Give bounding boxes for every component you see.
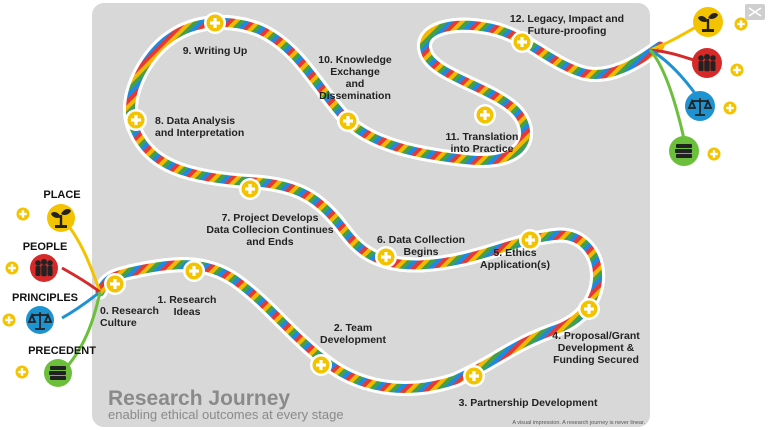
stage-label-line: 12. Legacy, Impact and — [510, 13, 624, 25]
footnote: A visual impression. A research journey … — [512, 420, 645, 426]
stage-label-line: Funding Secured — [553, 354, 639, 366]
stage-label-line: Data Collecion Continues — [206, 224, 333, 236]
people-icon — [692, 48, 722, 78]
stage-label-line: Development & — [558, 342, 635, 354]
stage-label: 3. Partnership Development — [459, 397, 598, 409]
principle-label-place: PLACE — [43, 189, 80, 201]
plus-icon[interactable] — [723, 101, 737, 115]
stage-marker[interactable] — [204, 12, 226, 34]
plant-icon — [693, 7, 723, 37]
stage-marker[interactable] — [375, 246, 397, 268]
stage-labels: 0. Research Culture 1. Research Ideas 2. T… — [100, 13, 640, 409]
books-icon — [44, 359, 72, 387]
stage-label-line: 10. Knowledge — [318, 54, 392, 66]
principle-label-people: PEOPLE — [23, 241, 68, 253]
stage-label: 11. Translation into Practice — [446, 131, 519, 155]
people-icon — [30, 254, 58, 282]
stage-label: 4. Proposal/Grant Development & Funding Se… — [552, 330, 640, 366]
stage-label-line: 8. Data Analysis — [155, 115, 235, 127]
stage-label: 7. Project Develops Data Collecion Contin… — [206, 212, 333, 248]
stage-label-line: 5. Ethics — [493, 247, 536, 259]
left-principles: PLACE PEOPLE PRINCIPLES — [2, 189, 96, 387]
stage-label-line: Ideas — [174, 306, 201, 318]
stage-label-line: 9. Writing Up — [183, 45, 248, 57]
stage-label-line: 7. Project Develops — [222, 212, 319, 224]
stage-label: 12. Legacy, Impact and Future-proofing — [510, 13, 624, 37]
stage-marker[interactable] — [474, 104, 496, 126]
stage-label: 6. Data Collection Begins — [377, 234, 465, 258]
principle-label-precedent: PRECEDENT — [28, 345, 96, 357]
diagram-subtitle: enabling ethical outcomes at every stage — [108, 407, 344, 422]
stage-label-line: Future-proofing — [528, 25, 607, 37]
stage-label-line: Application(s) — [480, 259, 550, 271]
diagram-title: Research Journey — [108, 387, 290, 410]
stage-label-line: and Ends — [246, 236, 293, 248]
stage-label-line: Development — [320, 334, 386, 346]
stage-marker[interactable] — [183, 260, 205, 282]
stage-label-line: 4. Proposal/Grant — [552, 330, 640, 342]
stage-label-line: 11. Translation — [446, 131, 519, 143]
stage-label-line: 1. Research — [158, 294, 217, 306]
stage-label-line: 0. Research — [100, 305, 159, 317]
stage-marker[interactable] — [239, 178, 261, 200]
plant-icon — [47, 204, 75, 232]
stage-marker[interactable] — [125, 109, 147, 131]
principle-label-principles: PRINCIPLES — [12, 292, 78, 304]
stage-marker[interactable] — [337, 110, 359, 132]
stage-label-line: Exchange — [330, 66, 380, 78]
stage-label-line: Dissemination — [319, 90, 391, 102]
stage-marker[interactable] — [578, 298, 600, 320]
right-principles — [669, 7, 748, 166]
plus-icon[interactable] — [730, 63, 744, 77]
scales-icon — [685, 91, 715, 121]
scales-icon — [26, 306, 54, 334]
stage-label-line: and — [346, 78, 365, 90]
journey-path — [92, 17, 668, 393]
plus-icon[interactable] — [2, 313, 16, 327]
stage-label: 8. Data Analysis and Interpretation — [155, 115, 244, 139]
stage-label-line: 6. Data Collection — [377, 234, 465, 246]
stage-label: 2. Team Development — [320, 322, 386, 346]
stage-label: 5. Ethics Application(s) — [480, 247, 550, 271]
stage-marker[interactable] — [463, 365, 485, 387]
stage-marker[interactable] — [310, 354, 332, 376]
stage-label-line: 2. Team — [334, 322, 372, 334]
stage-label: 10. Knowledge Exchange and Dissemination — [318, 54, 392, 102]
expand-icon[interactable] — [745, 4, 765, 20]
plus-icon[interactable] — [734, 17, 748, 31]
stage-marker[interactable] — [104, 273, 126, 295]
plus-icon[interactable] — [16, 207, 30, 221]
stage-label-line: 3. Partnership Development — [459, 397, 598, 409]
stage-label: 0. Research Culture — [100, 305, 159, 329]
plus-icon[interactable] — [15, 365, 29, 379]
stage-label-line: and Interpretation — [155, 127, 244, 139]
books-icon — [669, 136, 699, 166]
plus-icon[interactable] — [5, 261, 19, 275]
road-stripe-line — [95, 17, 665, 393]
stage-label-line: Culture — [100, 317, 137, 329]
stage-label-line: Begins — [403, 246, 438, 258]
stage-label: 1. Research Ideas — [158, 294, 217, 318]
plus-icon[interactable] — [707, 147, 721, 161]
stage-label: 9. Writing Up — [183, 45, 248, 57]
stage-label-line: into Practice — [450, 143, 513, 155]
